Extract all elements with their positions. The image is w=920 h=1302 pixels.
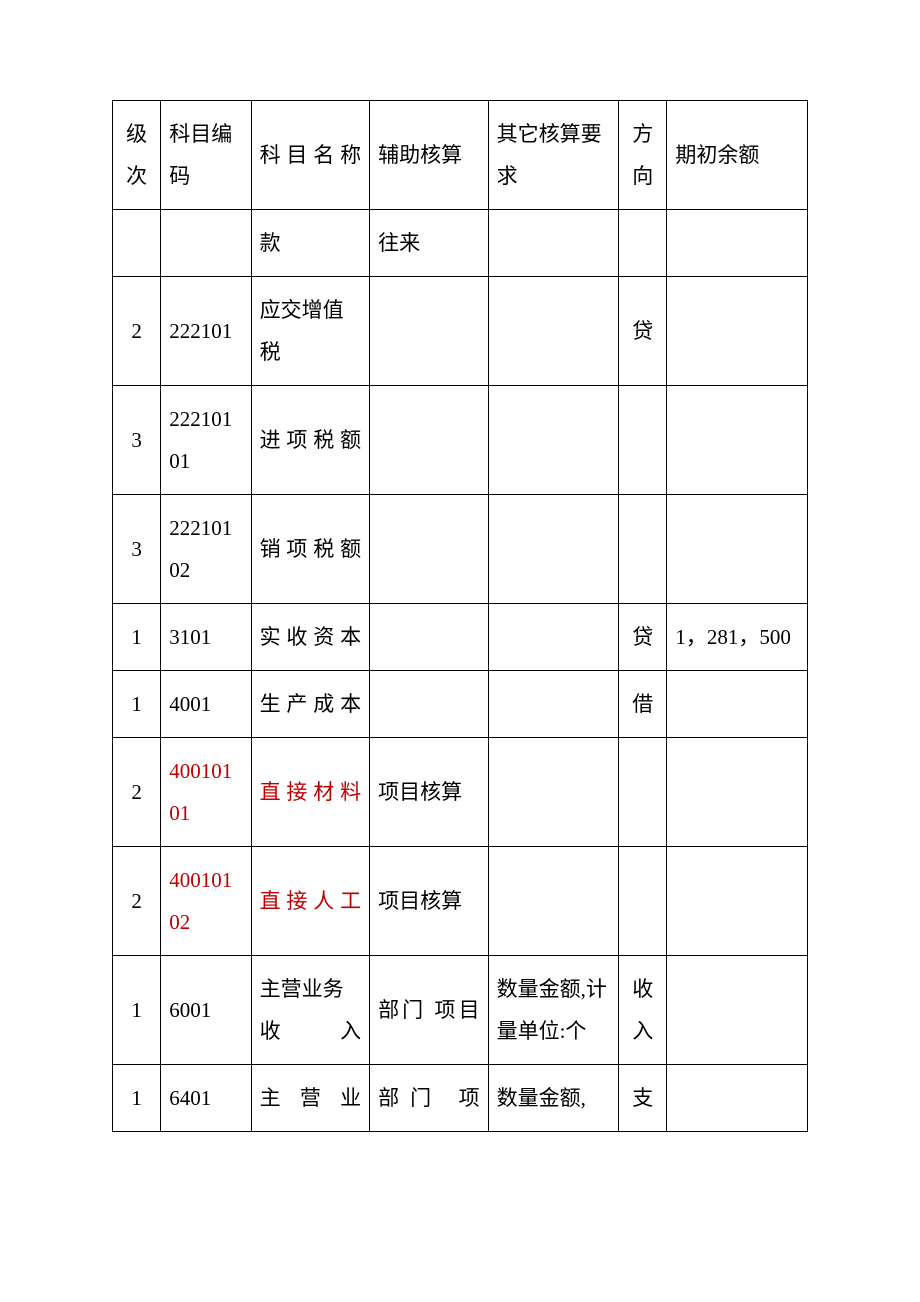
cell-level: 1 [113, 956, 161, 1065]
table-body: 级次 科目编码 科目名称 辅助核算 其它核算要求 方向 期初余额 款 往来 2 … [113, 101, 808, 1132]
cell-other [488, 604, 619, 671]
header-code: 科目编码 [161, 101, 251, 210]
cell-code: 6401 [161, 1065, 251, 1132]
cell-code: 40010101 [161, 738, 251, 847]
cell-code: 4001 [161, 671, 251, 738]
cell-dir [619, 495, 667, 604]
cell-dir [619, 738, 667, 847]
cell-balance [667, 210, 808, 277]
table-row: 2 40010102 直接人工 项目核算 [113, 847, 808, 956]
cell-name: 款 [251, 210, 370, 277]
table-row: 1 3101 实收资本 贷 1，281，500 [113, 604, 808, 671]
cell-aux: 项目核算 [370, 847, 489, 956]
cell-balance [667, 738, 808, 847]
cell-code: 6001 [161, 956, 251, 1065]
cell-dir: 收入 [619, 956, 667, 1065]
table-row: 3 22210102 销项税额 [113, 495, 808, 604]
cell-code [161, 210, 251, 277]
header-level: 级次 [113, 101, 161, 210]
cell-level: 3 [113, 495, 161, 604]
cell-balance [667, 956, 808, 1065]
cell-other [488, 671, 619, 738]
cell-dir: 贷 [619, 604, 667, 671]
cell-aux [370, 604, 489, 671]
cell-other: 数量金额, [488, 1065, 619, 1132]
header-dir: 方向 [619, 101, 667, 210]
cell-code: 22210102 [161, 495, 251, 604]
cell-dir: 支 [619, 1065, 667, 1132]
cell-level: 1 [113, 604, 161, 671]
table-row: 2 222101 应交增值税 贷 [113, 277, 808, 386]
cell-name: 销项税额 [251, 495, 370, 604]
cell-balance [667, 495, 808, 604]
cell-balance [667, 277, 808, 386]
cell-name: 实收资本 [251, 604, 370, 671]
cell-aux [370, 386, 489, 495]
cell-aux: 项目核算 [370, 738, 489, 847]
cell-aux: 部门 项目 [370, 956, 489, 1065]
cell-name: 直接人工 [251, 847, 370, 956]
cell-level: 1 [113, 671, 161, 738]
cell-level: 2 [113, 277, 161, 386]
cell-name: 主营业务收入 [251, 956, 370, 1065]
header-name: 科目名称 [251, 101, 370, 210]
cell-other: 数量金额,计量单位:个 [488, 956, 619, 1065]
cell-name: 进项税额 [251, 386, 370, 495]
cell-dir [619, 847, 667, 956]
cell-code: 22210101 [161, 386, 251, 495]
cell-aux [370, 495, 489, 604]
table-row: 2 40010101 直接材料 项目核算 [113, 738, 808, 847]
cell-aux [370, 277, 489, 386]
cell-name: 生产成本 [251, 671, 370, 738]
cell-other [488, 386, 619, 495]
cell-level [113, 210, 161, 277]
cell-aux: 往来 [370, 210, 489, 277]
cell-name: 直接材料 [251, 738, 370, 847]
cell-dir [619, 210, 667, 277]
cell-level: 1 [113, 1065, 161, 1132]
cell-other [488, 495, 619, 604]
table-row: 1 4001 生产成本 借 [113, 671, 808, 738]
cell-balance [667, 1065, 808, 1132]
cell-level: 3 [113, 386, 161, 495]
cell-level: 2 [113, 738, 161, 847]
cell-balance [667, 386, 808, 495]
accounting-subjects-table: 级次 科目编码 科目名称 辅助核算 其它核算要求 方向 期初余额 款 往来 2 … [112, 100, 808, 1132]
table-row: 3 22210101 进项税额 [113, 386, 808, 495]
cell-code: 222101 [161, 277, 251, 386]
cell-other [488, 847, 619, 956]
cell-other [488, 277, 619, 386]
cell-name: 应交增值税 [251, 277, 370, 386]
cell-level: 2 [113, 847, 161, 956]
table-row: 1 6001 主营业务收入 部门 项目 数量金额,计量单位:个 收入 [113, 956, 808, 1065]
table-row: 款 往来 [113, 210, 808, 277]
cell-other [488, 210, 619, 277]
cell-balance [667, 671, 808, 738]
cell-name: 主营业 [251, 1065, 370, 1132]
header-aux: 辅助核算 [370, 101, 489, 210]
cell-aux: 部门 项 [370, 1065, 489, 1132]
table-header-row: 级次 科目编码 科目名称 辅助核算 其它核算要求 方向 期初余额 [113, 101, 808, 210]
cell-balance [667, 847, 808, 956]
table-row: 1 6401 主营业 部门 项 数量金额, 支 [113, 1065, 808, 1132]
cell-code: 40010102 [161, 847, 251, 956]
cell-dir: 借 [619, 671, 667, 738]
cell-balance: 1，281，500 [667, 604, 808, 671]
header-balance: 期初余额 [667, 101, 808, 210]
cell-dir: 贷 [619, 277, 667, 386]
cell-other [488, 738, 619, 847]
cell-dir [619, 386, 667, 495]
header-other: 其它核算要求 [488, 101, 619, 210]
cell-code: 3101 [161, 604, 251, 671]
cell-aux [370, 671, 489, 738]
